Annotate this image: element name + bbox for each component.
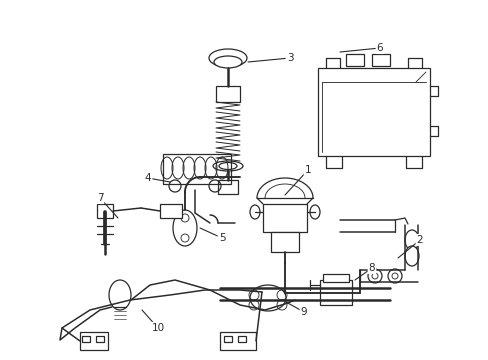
Bar [371, 54, 389, 66]
Bar [160, 204, 182, 218]
Ellipse shape [213, 161, 243, 171]
Bar [346, 54, 363, 66]
Text: 8: 8 [368, 263, 375, 273]
Bar [220, 332, 256, 350]
Bar [97, 204, 113, 218]
Ellipse shape [208, 49, 246, 67]
Text: 3: 3 [286, 53, 293, 63]
Ellipse shape [309, 205, 319, 219]
Ellipse shape [173, 210, 197, 246]
Bar [80, 332, 108, 350]
Text: 9: 9 [300, 307, 306, 317]
Ellipse shape [219, 162, 237, 170]
Bar [317, 68, 429, 156]
Bar [224, 336, 231, 342]
Bar [96, 336, 104, 342]
Ellipse shape [109, 280, 131, 310]
Text: 4: 4 [144, 173, 151, 183]
Bar [238, 336, 245, 342]
Text: 6: 6 [376, 43, 383, 53]
Bar [263, 204, 306, 232]
Text: 2: 2 [416, 235, 423, 245]
Bar [270, 232, 298, 252]
Ellipse shape [404, 230, 418, 250]
Bar [319, 280, 351, 305]
Ellipse shape [214, 56, 242, 68]
Ellipse shape [249, 285, 285, 311]
Text: 10: 10 [151, 323, 164, 333]
Bar [218, 180, 238, 194]
Bar [323, 274, 348, 282]
Bar [216, 86, 240, 102]
Bar [163, 154, 230, 184]
Ellipse shape [249, 205, 260, 219]
Bar [82, 336, 90, 342]
Text: 1: 1 [304, 165, 311, 175]
Text: 5: 5 [218, 233, 225, 243]
Ellipse shape [404, 246, 418, 266]
Text: 7: 7 [97, 193, 103, 203]
